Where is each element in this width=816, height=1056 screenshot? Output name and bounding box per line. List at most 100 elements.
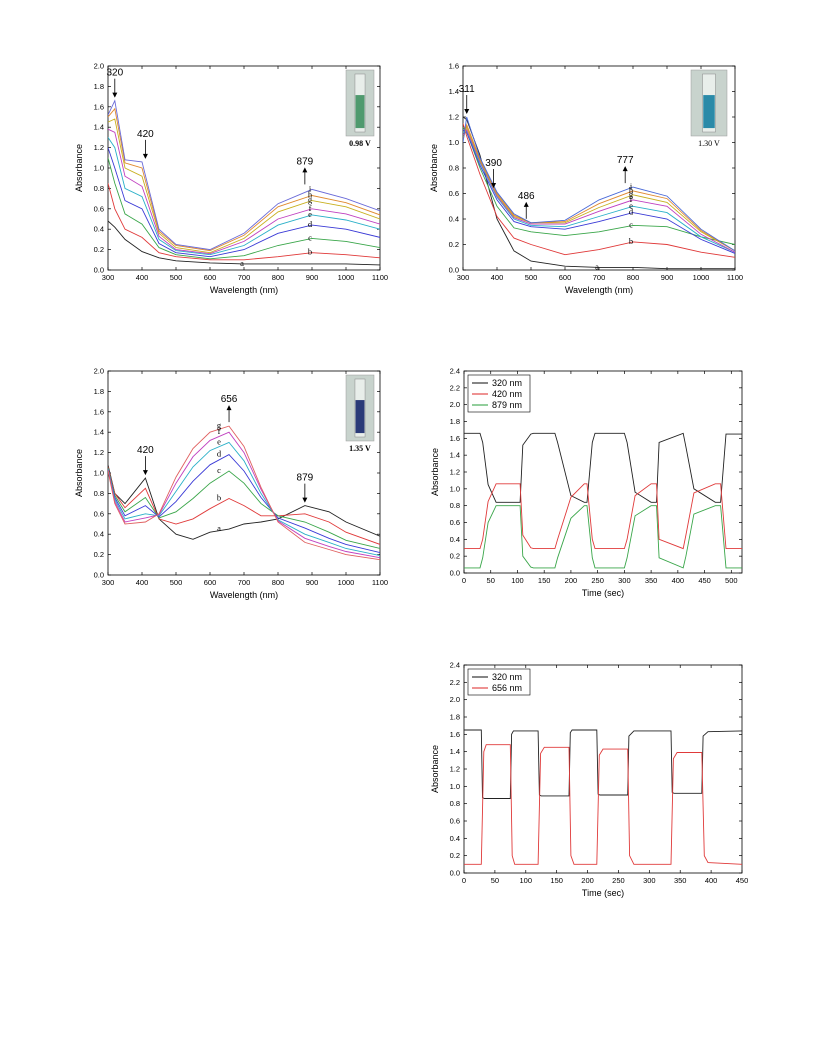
y-tick-label: 1.4 (450, 747, 460, 756)
peak-label: 777 (617, 155, 634, 166)
series-line-e (463, 130, 735, 253)
series-line-c (463, 126, 735, 245)
curve-label: f (218, 426, 221, 436)
x-tick-label: 1000 (693, 273, 710, 282)
y-tick-label: 0.4 (449, 215, 459, 224)
series-line-e (108, 441, 380, 557)
y-tick-label: 1.8 (94, 82, 104, 91)
y-tick-label: 0.0 (94, 571, 104, 580)
legend-label: 879 nm (492, 400, 522, 410)
x-tick-label: 600 (204, 578, 217, 587)
y-tick-label: 0.8 (94, 489, 104, 498)
series-line-h (463, 123, 735, 252)
series-group (463, 116, 735, 270)
x-axis-label: Wavelength (nm) (565, 285, 633, 295)
curve-label: g (217, 420, 222, 430)
arrow-head (226, 405, 232, 411)
y-tick-label: 0.8 (450, 799, 460, 808)
y-axis-label: Absorbance (74, 449, 84, 497)
arrow-head (112, 92, 118, 98)
y-tick-label: 1.0 (450, 782, 460, 791)
curve-label: i (309, 183, 312, 193)
peak-label: 879 (297, 156, 314, 167)
x-axis-label: Wavelength (nm) (210, 590, 278, 600)
y-tick-label: 0.6 (450, 817, 460, 826)
curve-label: b (217, 493, 221, 503)
series-group (108, 99, 380, 266)
x-axis-label: Time (sec) (582, 588, 624, 598)
series-line-b (108, 183, 380, 261)
x-tick-label: 1100 (372, 578, 388, 587)
x-tick-label: 1100 (372, 273, 388, 282)
series-line-c (108, 467, 380, 549)
y-tick-label: 2.0 (450, 695, 460, 704)
series-line-g (463, 125, 735, 252)
plot-frame (462, 65, 736, 271)
curve-label: c (308, 232, 312, 242)
x-tick-label: 500 (725, 576, 738, 585)
series-line-i (463, 116, 735, 252)
series-line-320-nm (464, 729, 742, 799)
peak-label: 320 (106, 68, 123, 79)
series-group (108, 425, 380, 561)
legend-label: 420 nm (492, 389, 522, 399)
y-tick-label: 0.4 (94, 225, 104, 234)
y-tick-label: 1.4 (94, 123, 104, 132)
legend-label: 320 nm (492, 672, 522, 682)
y-tick-label: 0.4 (450, 834, 460, 843)
vial-liquid (703, 95, 715, 129)
y-tick-label: 1.8 (450, 417, 460, 426)
y-tick-label: 1.0 (450, 484, 460, 493)
y-tick-label: 0.8 (449, 164, 459, 173)
x-tick-label: 250 (591, 576, 604, 585)
y-axis-label: Absorbance (430, 745, 440, 793)
arrow-head (302, 167, 308, 173)
curve-label: h (308, 190, 313, 200)
x-tick-label: 900 (306, 578, 319, 587)
x-tick-label: 50 (487, 576, 495, 585)
y-axis-label: Absorbance (430, 448, 440, 496)
spectra-chart-1: 300 400 500 600 700 800 900 1000 1100 0.0 0.2 0.4 0.… (74, 62, 388, 296)
x-tick-label: 450 (736, 876, 749, 885)
legend-box (467, 668, 531, 696)
x-axis-label: Wavelength (nm) (210, 285, 278, 295)
y-tick-label: 0.2 (450, 851, 460, 860)
curve-label: b (629, 236, 633, 246)
series-line-d (108, 147, 380, 258)
x-tick-label: 1000 (338, 578, 355, 587)
curve-label: g (629, 189, 634, 199)
peak-label: 420 (137, 129, 154, 140)
x-tick-label: 250 (612, 876, 625, 885)
arrow-head (491, 182, 497, 188)
x-axis-label: Time (sec) (582, 888, 624, 898)
curve-label: d (308, 219, 313, 229)
series-line-879-nm (464, 505, 742, 569)
legend-label: 320 nm (492, 378, 522, 388)
curve-label: h (629, 185, 634, 195)
x-tick-label: 800 (272, 578, 285, 587)
y-axis-label: Absorbance (429, 144, 439, 192)
curve-label: f (630, 194, 633, 204)
curve-label: e (308, 209, 312, 219)
peak-label: 656 (221, 394, 238, 405)
y-tick-label: 0.6 (94, 509, 104, 518)
x-tick-label: 600 (559, 273, 572, 282)
y-tick-label: 1.2 (94, 143, 104, 152)
y-tick-label: 1.4 (449, 87, 459, 96)
y-tick-label: 2.2 (450, 678, 460, 687)
plot-frame (107, 370, 381, 576)
x-tick-label: 500 (170, 273, 183, 282)
y-tick-label: 1.6 (94, 102, 104, 111)
y-tick-label: 1.6 (449, 62, 459, 71)
x-tick-label: 900 (661, 273, 674, 282)
x-tick-label: 600 (204, 273, 217, 282)
x-tick-label: 300 (102, 578, 115, 587)
series-line-a (108, 220, 380, 266)
x-tick-label: 1000 (338, 273, 355, 282)
y-tick-label: 1.6 (450, 434, 460, 443)
plot-frame (463, 664, 743, 874)
y-tick-label: 0.2 (94, 550, 104, 559)
curve-label: d (217, 449, 222, 459)
arrow-head (464, 109, 470, 114)
arrow-head (142, 470, 148, 476)
